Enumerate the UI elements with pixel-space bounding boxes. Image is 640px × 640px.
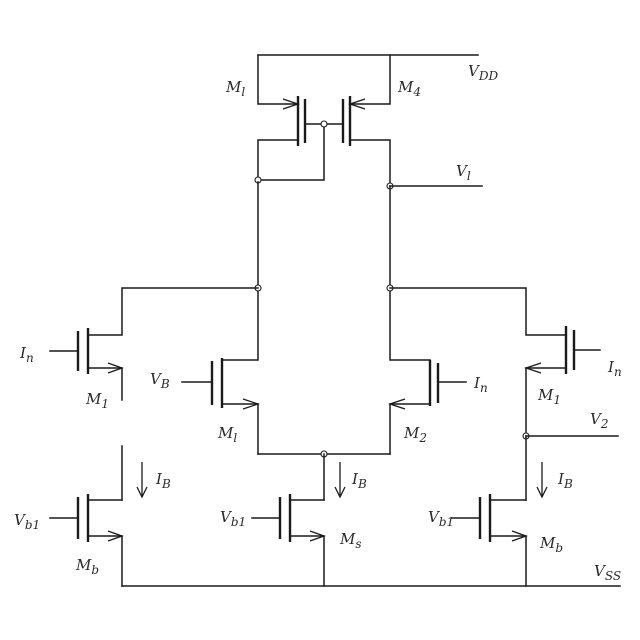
bottom-mid-transistor [251, 494, 326, 587]
current-arrow-right [536, 462, 548, 499]
svg-text:IB: IB [155, 470, 171, 491]
node-dot [320, 120, 328, 128]
label-m-bot-right: Mb [539, 534, 563, 555]
label-in-right-inner: In [473, 374, 488, 395]
label-m-right-outer: M1 [537, 386, 561, 407]
svg-text:VDD: VDD [468, 62, 498, 83]
right-inner-transistor [387, 360, 467, 455]
svg-text:Ml: Ml [225, 78, 245, 99]
label-vss: VSS [594, 562, 621, 583]
svg-text:VSS: VSS [594, 562, 621, 583]
label-m-left-outer: M1 [85, 390, 109, 411]
svg-text:M4: M4 [397, 78, 421, 99]
label-vdd: VDD [468, 62, 498, 83]
right-branch-wire [389, 185, 431, 361]
label-cur-mid: IB [351, 470, 367, 491]
svg-text:M2: M2 [403, 424, 427, 445]
label-cur-right: IB [557, 470, 573, 491]
bottom-left-transistor [49, 494, 124, 587]
bottom-right-transistor [451, 494, 528, 587]
svg-text:IB: IB [557, 470, 573, 491]
svg-text:M1: M1 [537, 386, 561, 407]
left-outer-transistor [49, 328, 124, 401]
svg-text:In: In [607, 358, 622, 379]
svg-text:VB: VB [150, 370, 170, 391]
svg-text:Mb: Mb [75, 556, 99, 577]
label-bias-right: Vb1 [428, 508, 454, 529]
right-outer-transistor [523, 326, 601, 437]
svg-text:Ml: Ml [217, 424, 237, 445]
label-m-top-right: M4 [397, 78, 421, 99]
svg-text:M1: M1 [85, 390, 109, 411]
label-in-left-inner: VB [150, 370, 170, 391]
top-mirror-diode-link [257, 123, 325, 181]
label-m-right-inner: M2 [403, 424, 427, 445]
label-cur-left: IB [155, 470, 171, 491]
svg-text:IB: IB [351, 470, 367, 491]
label-out-b: V2 [590, 410, 608, 431]
svg-text:Vb1: Vb1 [14, 511, 40, 532]
label-m-left-inner: Ml [217, 424, 237, 445]
svg-text:Ms: Ms [339, 530, 362, 551]
right-fold-wire [389, 287, 567, 336]
label-in-left-outer: In [19, 344, 34, 365]
svg-text:Vl: Vl [456, 162, 471, 183]
left-inner-transistor [181, 358, 261, 455]
svg-text:Vb1: Vb1 [220, 508, 246, 529]
left-branch-wire [221, 181, 259, 361]
left-fold-wire [87, 287, 259, 336]
svg-text:Vb1: Vb1 [428, 508, 454, 529]
label-m-bot-left: Mb [75, 556, 99, 577]
top-mirror-right-transistor [341, 54, 391, 187]
label-out-a: Vl [456, 162, 471, 183]
label-m-top-left: Ml [225, 78, 245, 99]
label-m-bot-mid: Ms [339, 530, 362, 551]
top-mirror-left-transistor [257, 54, 307, 183]
svg-text:In: In [19, 344, 34, 365]
label-bias-mid: Vb1 [220, 508, 246, 529]
label-in-right-outer: In [607, 358, 622, 379]
current-arrow-left [136, 462, 148, 499]
svg-text:Mb: Mb [539, 534, 563, 555]
svg-text:V2: V2 [590, 410, 608, 431]
svg-text:In: In [473, 374, 488, 395]
current-arrow-mid [334, 462, 346, 499]
label-bias-left: Vb1 [14, 511, 40, 532]
